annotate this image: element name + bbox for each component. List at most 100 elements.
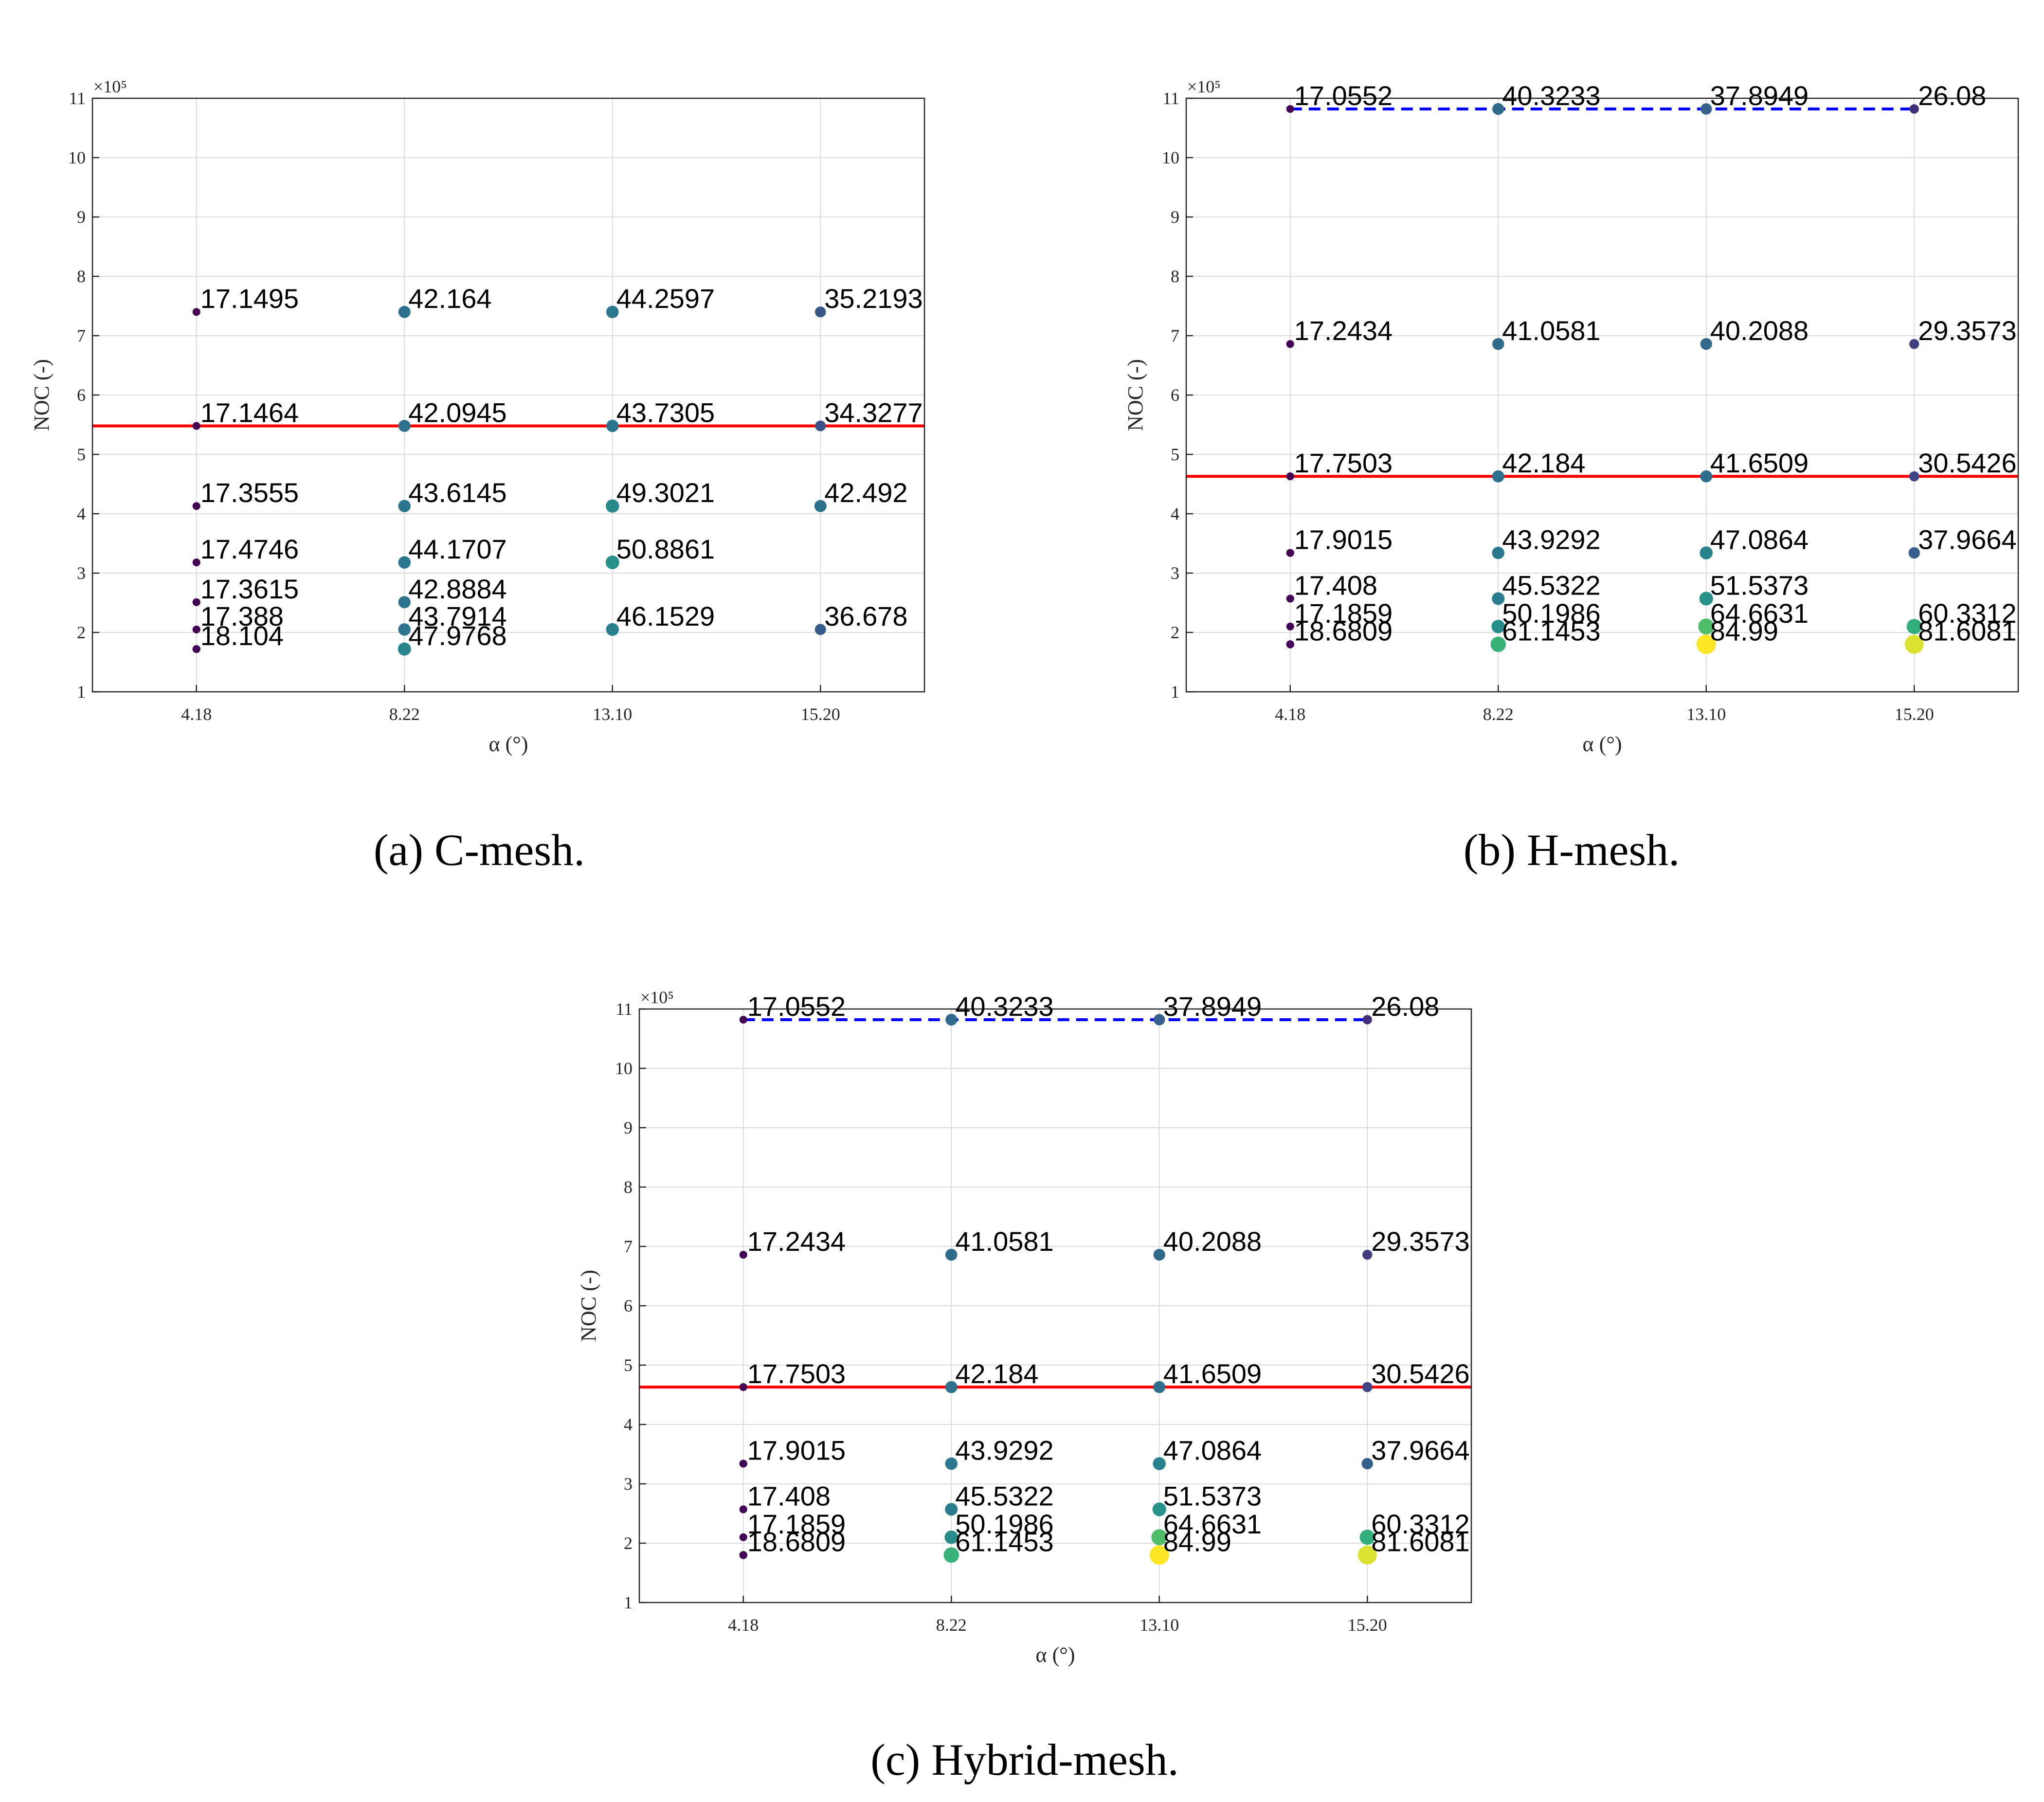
panel-a-xtick-label: 15.20 bbox=[801, 704, 840, 724]
panel-b-data-label: 29.3573 bbox=[1918, 315, 2016, 346]
panel-c-data-point bbox=[1153, 1381, 1166, 1393]
panel-b-data-label: 17.408 bbox=[1294, 570, 1377, 600]
panel-b-ytick-label: 3 bbox=[1171, 563, 1179, 583]
panel-a-data-point bbox=[814, 500, 827, 512]
panel-a-ytick-label: 8 bbox=[77, 267, 86, 286]
panel-a-data-label: 18.104 bbox=[200, 620, 284, 651]
panel-b-data-point bbox=[1492, 103, 1504, 115]
panel-c-caption: (c) Hybrid-mesh. bbox=[870, 1735, 1179, 1784]
panel-a-data-label: 47.9768 bbox=[408, 620, 506, 651]
panel-b-data-label: 81.6081 bbox=[1918, 615, 2016, 646]
panel-a-data-label: 42.8884 bbox=[408, 574, 506, 604]
panel-a-data-label: 43.7305 bbox=[616, 397, 715, 428]
panel-a-data-point bbox=[815, 306, 826, 318]
panel-c-data-point bbox=[945, 1457, 958, 1470]
panel-b-data-label: 18.6809 bbox=[1294, 615, 1393, 646]
panel-a-caption: (a) C-mesh. bbox=[374, 825, 585, 875]
panel-b-data-point bbox=[1696, 634, 1716, 654]
panel-c-exponent-label: ×10⁵ bbox=[640, 988, 674, 1007]
panel-b-data-label: 41.0581 bbox=[1502, 315, 1600, 346]
panel-b-data-point bbox=[1286, 105, 1294, 113]
panel-b-data-point bbox=[1908, 547, 1920, 559]
panel-b-data-point bbox=[1490, 636, 1506, 652]
panel-b-data-label: 40.2088 bbox=[1710, 315, 1809, 346]
panel-b-xtick-label: 4.18 bbox=[1275, 704, 1305, 724]
panel-c-data-label: 84.99 bbox=[1163, 1526, 1231, 1557]
panel-c-data-label: 60.3312 bbox=[1371, 1509, 1469, 1539]
panel-c-data-point bbox=[1151, 1529, 1168, 1546]
panel-b-data-point bbox=[1700, 470, 1713, 483]
panel-c-data-point bbox=[1361, 1458, 1373, 1470]
panel-c-xtick-label: 15.20 bbox=[1348, 1615, 1387, 1635]
panel-c-ytick-label: 6 bbox=[624, 1296, 633, 1315]
panel-b-data-label: 17.0552 bbox=[1294, 80, 1393, 111]
panel-a-y-axis-label: NOC (-) bbox=[30, 359, 54, 431]
panel-c-data-label: 17.1859 bbox=[747, 1509, 846, 1539]
panel-a-data-point bbox=[192, 558, 200, 567]
panel-a-xtick-label: 4.18 bbox=[181, 704, 212, 724]
panel-a-data-point bbox=[606, 499, 619, 513]
panel-c-data-label: 29.3573 bbox=[1371, 1226, 1469, 1257]
panel-c-data-point bbox=[1154, 1014, 1165, 1026]
panel-c-data-label: 61.1453 bbox=[955, 1526, 1053, 1557]
panel-c-data-point bbox=[1152, 1502, 1166, 1516]
panel-c-data-point bbox=[1359, 1530, 1375, 1545]
panel-b-ytick-label: 4 bbox=[1171, 504, 1179, 523]
panel-c-data-point bbox=[739, 1505, 747, 1514]
panel-c-data-label: 40.2088 bbox=[1163, 1226, 1262, 1257]
panel-b-data-label: 17.1859 bbox=[1294, 598, 1393, 629]
panel-a-data-point bbox=[398, 420, 411, 432]
panel-b-data-label: 64.6631 bbox=[1710, 598, 1809, 629]
panel-c-data-label: 17.408 bbox=[747, 1480, 831, 1511]
panel-a-data-point bbox=[192, 598, 200, 606]
panel-c-data-label: 50.1986 bbox=[955, 1509, 1053, 1539]
panel-b-data-point bbox=[1700, 338, 1712, 350]
panel-a-data-label: 42.492 bbox=[824, 477, 907, 508]
panel-a-ytick-label: 1 bbox=[77, 682, 86, 702]
panel-a-data-point bbox=[398, 596, 411, 609]
panel-c-ytick-label: 1 bbox=[624, 1593, 633, 1612]
panel-a-ytick-label: 7 bbox=[77, 326, 86, 345]
panel-b-data-point bbox=[1909, 471, 1919, 482]
panel-c-ytick-label: 5 bbox=[624, 1355, 633, 1375]
panel-b-x-axis-label: α (°) bbox=[1583, 732, 1622, 756]
panel-c-ytick-label: 3 bbox=[624, 1474, 633, 1494]
panel-b-data-label: 61.1453 bbox=[1502, 615, 1600, 646]
panel-c-data-point bbox=[945, 1381, 958, 1393]
panel-c-data-label: 42.184 bbox=[955, 1358, 1038, 1389]
panel-b-y-axis-label: NOC (-) bbox=[1123, 359, 1147, 431]
panel-c-x-axis-label: α (°) bbox=[1036, 1643, 1075, 1667]
panel-b-data-point bbox=[1904, 634, 1924, 654]
panel-b-data-point bbox=[1286, 640, 1295, 649]
panel-c-data-point bbox=[739, 1551, 748, 1559]
panel-a-ytick-label: 6 bbox=[77, 385, 86, 405]
panel-a-data-label: 43.7914 bbox=[408, 601, 506, 631]
panel-a-xtick-label: 13.10 bbox=[593, 704, 632, 724]
panel-b-data-point bbox=[1286, 595, 1294, 603]
panel-a-data-label: 17.4746 bbox=[200, 534, 299, 564]
panel-c-data-point bbox=[1362, 1382, 1373, 1392]
panel-c-data-label: 41.6509 bbox=[1163, 1358, 1262, 1389]
panel-c-data-label: 40.3233 bbox=[955, 991, 1053, 1022]
panel-b-data-label: 40.3233 bbox=[1502, 80, 1600, 111]
panel-c-hybrid-mesh: (c) Hybrid-mesh. 1 2 3 4 5 6 7 8 9 10 11 4.18 8.22 13… bbox=[577, 988, 1472, 1784]
panel-c-data-label: 30.5426 bbox=[1371, 1358, 1469, 1389]
panel-c-xtick-label: 8.22 bbox=[936, 1615, 967, 1635]
panel-a-data-point bbox=[814, 624, 826, 635]
panel-c-data-point bbox=[1149, 1545, 1169, 1565]
panel-a-data-label: 50.8861 bbox=[616, 534, 715, 564]
panel-c-data-point bbox=[739, 1251, 747, 1259]
panel-a-data-point bbox=[815, 420, 826, 432]
panel-c-data-point bbox=[943, 1547, 959, 1563]
panel-c-data-point bbox=[1357, 1545, 1377, 1565]
panel-a-exponent-label: ×10⁵ bbox=[93, 77, 127, 96]
panel-c-data-label: 17.7503 bbox=[747, 1358, 846, 1389]
panel-b-data-label: 17.7503 bbox=[1294, 448, 1393, 478]
panel-b-data-label: 43.9292 bbox=[1502, 524, 1600, 555]
panel-a-data-point bbox=[606, 306, 619, 319]
panel-a-data-point bbox=[606, 623, 619, 636]
panel-c-data-point bbox=[1153, 1248, 1165, 1261]
panel-c-data-label: 18.6809 bbox=[747, 1526, 846, 1557]
panel-a-data-label: 36.678 bbox=[824, 601, 907, 631]
panel-c-data-label: 26.08 bbox=[1371, 991, 1439, 1022]
